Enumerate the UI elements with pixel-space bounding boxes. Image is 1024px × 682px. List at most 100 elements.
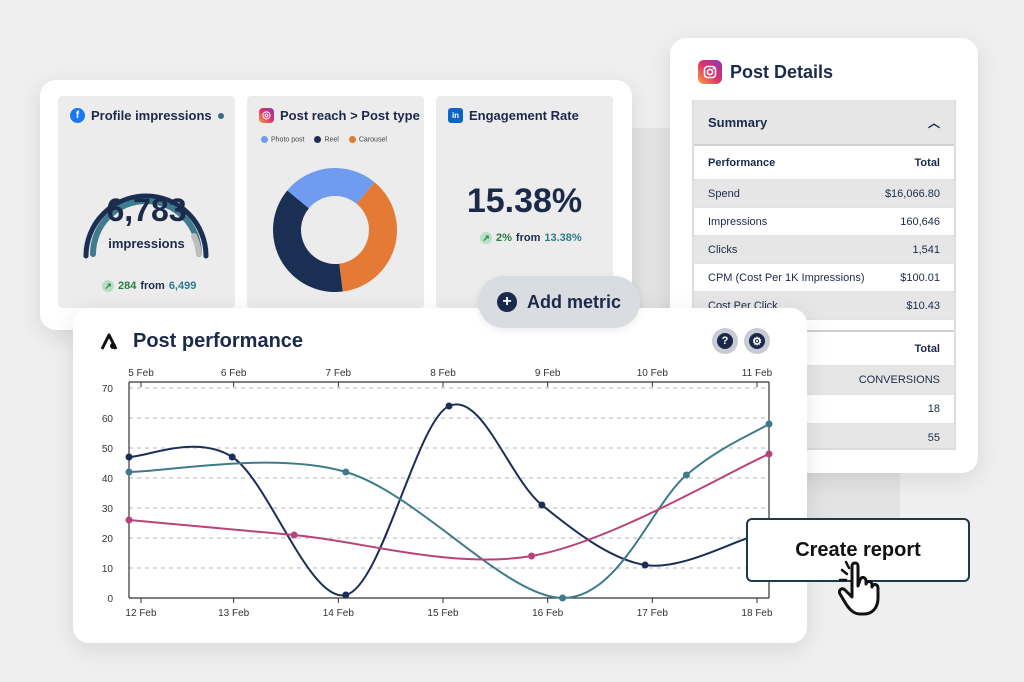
post-reach-tile[interactable]: ◎ Post reach > Post type Photo post Reel C… [247, 96, 424, 308]
data-point[interactable] [528, 552, 536, 560]
data-point[interactable] [228, 453, 236, 461]
y-tick-label: 30 [102, 504, 114, 515]
status-dot-icon [217, 112, 224, 119]
row-value: 18 [927, 403, 940, 415]
data-point[interactable] [641, 561, 649, 569]
table-row: CPM (Cost Per 1K Impressions) $100.01 [694, 264, 954, 292]
table-row: Clicks 1,541 [694, 236, 954, 264]
profile-impressions-tile[interactable]: f Profile impressions 6,783 impressions … [58, 96, 235, 308]
x-tick-label-top: 7 Feb [326, 368, 352, 379]
plus-icon: + [496, 292, 517, 312]
post-details-title: Post Details [698, 60, 833, 84]
table-row: Impressions 160,646 [694, 208, 954, 236]
y-tick-label: 40 [102, 474, 114, 485]
legend-item: Carousel [348, 136, 387, 144]
data-point[interactable] [538, 501, 546, 509]
trend-up-icon: ↗ [480, 232, 492, 244]
post-performance-card: 0 10 20 30 40 50 60 70 5 Feb 6 Feb 7 Feb 8 Feb 9 Feb… [73, 308, 807, 643]
instagram-icon: ◎ [259, 108, 274, 123]
legend-item: Reel [314, 136, 339, 144]
series-line-3 [128, 453, 770, 561]
series-line-1 [128, 403, 749, 597]
x-tick-label-top: 6 Feb [221, 368, 247, 379]
data-point[interactable] [682, 471, 690, 479]
details-rows: Spend $16,066.80 Impressions 160,646 Clicks 1… [694, 180, 954, 320]
row-value: CONVERSIONS [858, 374, 940, 386]
data-point[interactable] [125, 468, 133, 476]
engagement-rate-value: 15.38% [466, 182, 583, 220]
y-tick-label: 60 [102, 414, 114, 425]
x-tick-label-bottom: 15 Feb [427, 608, 459, 619]
x-tick-label-bottom: 12 Feb [125, 608, 157, 619]
data-point[interactable] [765, 450, 773, 458]
y-tick-label: 0 [107, 594, 113, 605]
donut-slice-reel [273, 190, 343, 292]
x-tick-label-top: 5 Feb [128, 368, 154, 379]
x-tick-label-bottom: 18 Feb [741, 608, 773, 619]
help-button[interactable]: ? [712, 328, 738, 354]
engagement-rate-title: in Engagement Rate [448, 108, 579, 123]
x-tick-label-top: 11 Feb [742, 368, 773, 379]
post-performance-chart: 0 10 20 30 40 50 60 70 5 Feb 6 Feb 7 Feb 8 Feb 9 Feb… [102, 368, 773, 619]
profile-impressions-title: f Profile impressions [70, 108, 224, 123]
table-header: Performance Total [694, 146, 954, 180]
x-tick-label-bottom: 16 Feb [532, 608, 564, 619]
donut-slice-photo-post [287, 168, 375, 209]
engagement-rate-tile[interactable]: in Engagement Rate 15.38% ↗ 2% from 13.3… [436, 96, 613, 308]
impressions-change: ↗ 284 from 6,499 [102, 280, 196, 292]
row-value: $100.01 [900, 271, 940, 284]
row-label: Clicks [708, 243, 738, 256]
x-tick-label-top: 9 Feb [535, 368, 561, 379]
legend-swatch [314, 136, 322, 143]
data-point[interactable] [125, 516, 133, 524]
instagram-icon [698, 60, 722, 84]
x-tick-label-top: 8 Feb [430, 368, 456, 379]
row-label: Spend [708, 187, 740, 200]
post-reach-legend: Photo post Reel Carousel [261, 136, 387, 143]
data-point[interactable] [445, 402, 453, 410]
data-point[interactable] [559, 594, 567, 602]
data-point[interactable] [125, 453, 133, 461]
impressions-value: 6,783 [106, 192, 187, 228]
row-label: CPM (Cost Per 1K Impressions) [708, 271, 865, 284]
hand-cursor-icon [838, 560, 880, 616]
gauge-progress [90, 198, 202, 257]
trend-up-icon: ↗ [102, 280, 114, 292]
linkedin-icon: in [448, 108, 463, 123]
y-tick-label: 50 [102, 444, 114, 455]
summary-header[interactable]: Summary ︿ [694, 100, 954, 146]
post-reach-donut [273, 168, 397, 292]
table-row: Spend $16,066.80 [694, 180, 954, 208]
metrics-card: f Profile impressions 6,783 impressions … [40, 80, 632, 330]
question-icon: ? [717, 333, 733, 349]
data-point[interactable] [290, 531, 298, 539]
y-tick-label: 20 [102, 534, 114, 545]
legend-label: Carousel [358, 136, 387, 144]
data-point[interactable] [342, 468, 350, 476]
legend-item: Photo post [261, 136, 304, 143]
x-tick-label-bottom: 17 Feb [637, 608, 669, 619]
series-line-2 [128, 423, 770, 600]
add-metric-button[interactable]: + Add metric [478, 276, 640, 328]
gear-icon: ⚙ [749, 333, 765, 349]
legend-label: Reel [324, 136, 339, 144]
legend-label: Photo post [271, 136, 305, 144]
data-point[interactable] [342, 591, 350, 599]
data-point[interactable] [765, 420, 773, 428]
row-value: $10.43 [906, 299, 940, 312]
chevron-up-icon[interactable]: ︿ [927, 115, 940, 130]
legend-swatch [261, 136, 268, 143]
y-tick-label: 10 [102, 564, 114, 575]
y-tick-label: 70 [102, 384, 114, 395]
settings-button[interactable]: ⚙ [744, 328, 770, 354]
donut-slice-carousel [339, 182, 397, 292]
row-value: 160,646 [900, 215, 940, 228]
legend-swatch [348, 136, 356, 143]
row-label: Impressions [708, 215, 768, 228]
logo-icon [100, 333, 118, 350]
post-reach-title: ◎ Post reach > Post type [259, 108, 420, 123]
engagement-rate-change: ↗ 2% from 13.38% [480, 232, 582, 244]
x-tick-label-top: 10 Feb [637, 368, 669, 379]
row-value: 1,541 [912, 243, 940, 256]
row-value: $16,066.80 [884, 187, 940, 200]
